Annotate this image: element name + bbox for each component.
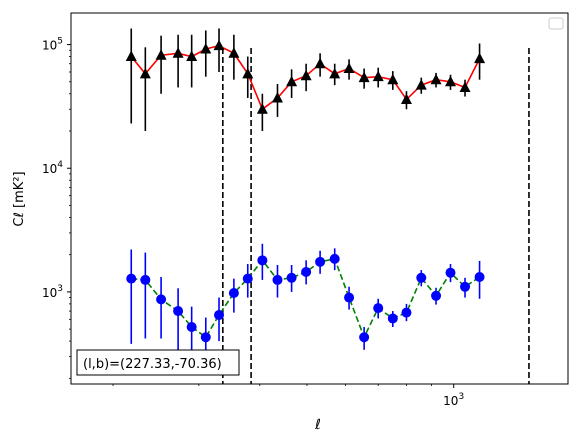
triangle-marker [459, 81, 471, 92]
triangle-marker [372, 70, 384, 82]
circle-marker [460, 281, 471, 292]
triangle-marker [155, 49, 167, 60]
vertical-lines [222, 48, 530, 384]
triangle-marker [400, 93, 412, 104]
x-axis-label: ℓ [314, 417, 321, 433]
circle-marker [140, 274, 151, 285]
triangle-marker [200, 43, 212, 54]
circle-marker [329, 253, 340, 264]
series-markers [125, 39, 486, 343]
circle-marker [242, 273, 253, 284]
circle-marker [257, 255, 268, 266]
circle-marker [401, 307, 412, 318]
triangle-marker [444, 75, 456, 87]
triangle-marker [430, 73, 442, 85]
circle-marker [186, 322, 197, 333]
circle-marker [214, 310, 225, 321]
circle-marker [200, 332, 211, 343]
triangle-marker [186, 50, 198, 62]
triangle-marker [415, 79, 427, 90]
circle-marker [344, 292, 355, 303]
triangle-marker [256, 103, 268, 114]
triangle-marker [314, 57, 326, 69]
triangle-marker [387, 73, 399, 85]
circle-marker [359, 332, 370, 343]
circle-marker [156, 294, 167, 305]
circle-marker [173, 306, 184, 317]
triangle-marker [474, 52, 486, 64]
triangle-marker [242, 67, 254, 79]
triangle-marker [125, 50, 137, 62]
triangle-marker [358, 71, 370, 83]
annotation-text: (l,b)=(227.33,-70.36) [83, 357, 222, 372]
circle-marker [474, 271, 485, 282]
circle-marker [301, 266, 312, 277]
circle-marker [286, 272, 297, 283]
circle-marker [431, 290, 442, 301]
circle-marker [445, 267, 456, 278]
y-axis-label: Cℓ [mK²] [12, 171, 27, 226]
plot-frame [70, 12, 569, 385]
triangle-marker [329, 67, 341, 79]
triangle-marker [343, 62, 355, 74]
circle-marker [315, 256, 326, 267]
circle-marker [387, 313, 398, 324]
triangle-marker [139, 67, 151, 79]
triangle-marker [172, 47, 184, 58]
circle-marker [228, 287, 239, 298]
annotation: (l,b)=(227.33,-70.36) [76, 349, 240, 376]
circle-marker [126, 273, 137, 284]
triangle-marker [228, 47, 240, 58]
circle-marker [373, 303, 384, 314]
annotation-box [76, 349, 240, 376]
circle-marker [416, 272, 427, 283]
circle-marker [272, 274, 283, 285]
triangle-marker [213, 39, 225, 51]
triangle-marker [286, 75, 298, 87]
legend-box [548, 17, 564, 30]
triangle-marker [300, 69, 312, 81]
triangle-marker [271, 91, 283, 103]
